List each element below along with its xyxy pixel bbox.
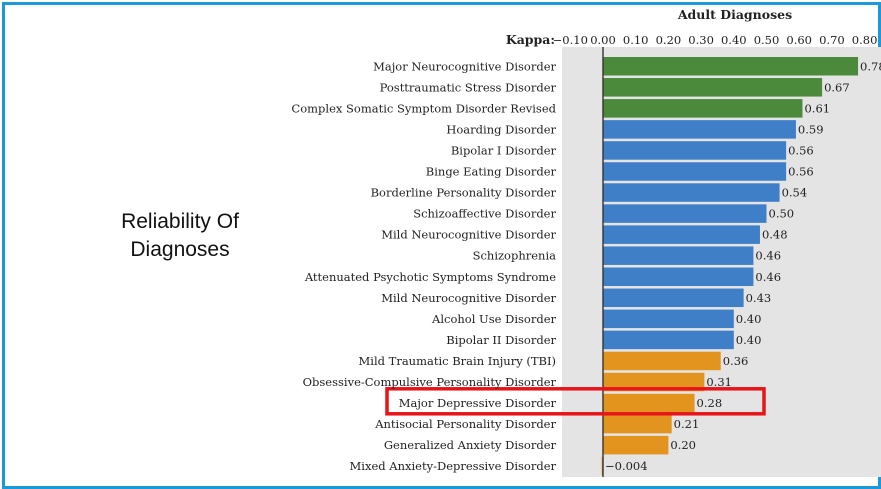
bar (603, 372, 705, 392)
bar (603, 120, 796, 139)
tick-label: 0.20 (656, 33, 682, 47)
tick-label: 0.00 (590, 33, 616, 47)
bar (603, 162, 787, 181)
bar (603, 246, 754, 265)
category-label: Attenuated Psychotic Symptoms Syndrome (304, 270, 556, 284)
bar (603, 204, 767, 223)
bar (603, 267, 754, 286)
tick-label: 0.30 (688, 33, 714, 47)
category-label: Generalized Anxiety Disorder (384, 438, 557, 452)
side-label-line1: Reliability Of (121, 210, 239, 233)
category-label: Bipolar I Disorder (451, 143, 557, 157)
axis-label: Kappa: (506, 32, 555, 47)
bar (603, 225, 760, 244)
value-label: 0.28 (697, 396, 723, 410)
bar (603, 351, 721, 371)
tick-label: 0.10 (623, 33, 649, 47)
value-label: 0.31 (706, 375, 732, 389)
category-label: Major Depressive Disorder (399, 396, 557, 410)
value-label: 0.59 (798, 122, 824, 136)
side-label-line2: Diagnoses (130, 238, 230, 261)
category-label: Complex Somatic Symptom Disorder Revised (291, 101, 556, 115)
bar (603, 435, 669, 455)
category-label: Borderline Personality Disorder (371, 186, 557, 200)
value-label: 0.40 (736, 312, 762, 326)
category-label: Alcohol Use Disorder (431, 312, 556, 326)
category-label: Hoarding Disorder (446, 122, 556, 136)
category-label: Binge Eating Disorder (426, 165, 557, 179)
value-label: −0.004 (605, 459, 648, 473)
value-label: 0.36 (723, 354, 749, 368)
category-label: Major Neurocognitive Disorder (373, 59, 556, 73)
category-label: Obsessive-Compulsive Personality Disorde… (303, 375, 557, 389)
category-label: Antisocial Personality Disorder (374, 417, 556, 431)
category-label: Schizoaffective Disorder (413, 207, 556, 221)
value-label: 0.20 (670, 438, 696, 452)
tick-label: 0.70 (819, 33, 845, 47)
value-label: 0.43 (746, 291, 772, 305)
category-label: Mild Neurocognitive Disorder (381, 291, 556, 305)
bar (603, 414, 672, 434)
bar (603, 78, 823, 97)
value-label: 0.40 (736, 333, 762, 347)
value-label: 0.46 (755, 270, 781, 284)
tick-label: −0.10 (553, 33, 588, 47)
value-label: 0.78 (860, 59, 881, 73)
tick-label: 0.80 (852, 33, 878, 47)
bar (603, 99, 803, 118)
bar (603, 57, 859, 76)
bar (603, 141, 787, 160)
tick-label: 0.50 (754, 33, 780, 47)
value-label: 0.56 (788, 143, 814, 157)
value-label: 0.50 (769, 207, 795, 221)
bar (603, 288, 744, 308)
tick-label: 0.60 (786, 33, 812, 47)
value-label: 0.56 (788, 165, 814, 179)
value-label: 0.61 (804, 101, 830, 115)
chart-title: Adult Diagnoses (677, 7, 792, 22)
value-label: 0.21 (674, 417, 700, 431)
bar (603, 309, 734, 329)
category-label: Posttraumatic Stress Disorder (380, 80, 557, 94)
tick-label: 0.40 (721, 33, 747, 47)
category-label: Schizophrenia (473, 249, 557, 263)
value-label: 0.67 (824, 80, 850, 94)
value-label: 0.46 (755, 249, 781, 263)
category-label: Mild Traumatic Brain Injury (TBI) (359, 354, 557, 368)
bar (603, 183, 780, 202)
value-label: 0.54 (782, 186, 808, 200)
category-label: Mild Neurocognitive Disorder (381, 228, 556, 242)
category-label: Bipolar II Disorder (446, 333, 556, 347)
bar (603, 330, 734, 350)
bar (603, 393, 695, 413)
highlight-box (385, 387, 766, 416)
side-label: Reliability Of Diagnoses (80, 208, 280, 264)
value-label: 0.48 (762, 228, 788, 242)
category-label: Mixed Anxiety-Depressive Disorder (350, 459, 557, 473)
